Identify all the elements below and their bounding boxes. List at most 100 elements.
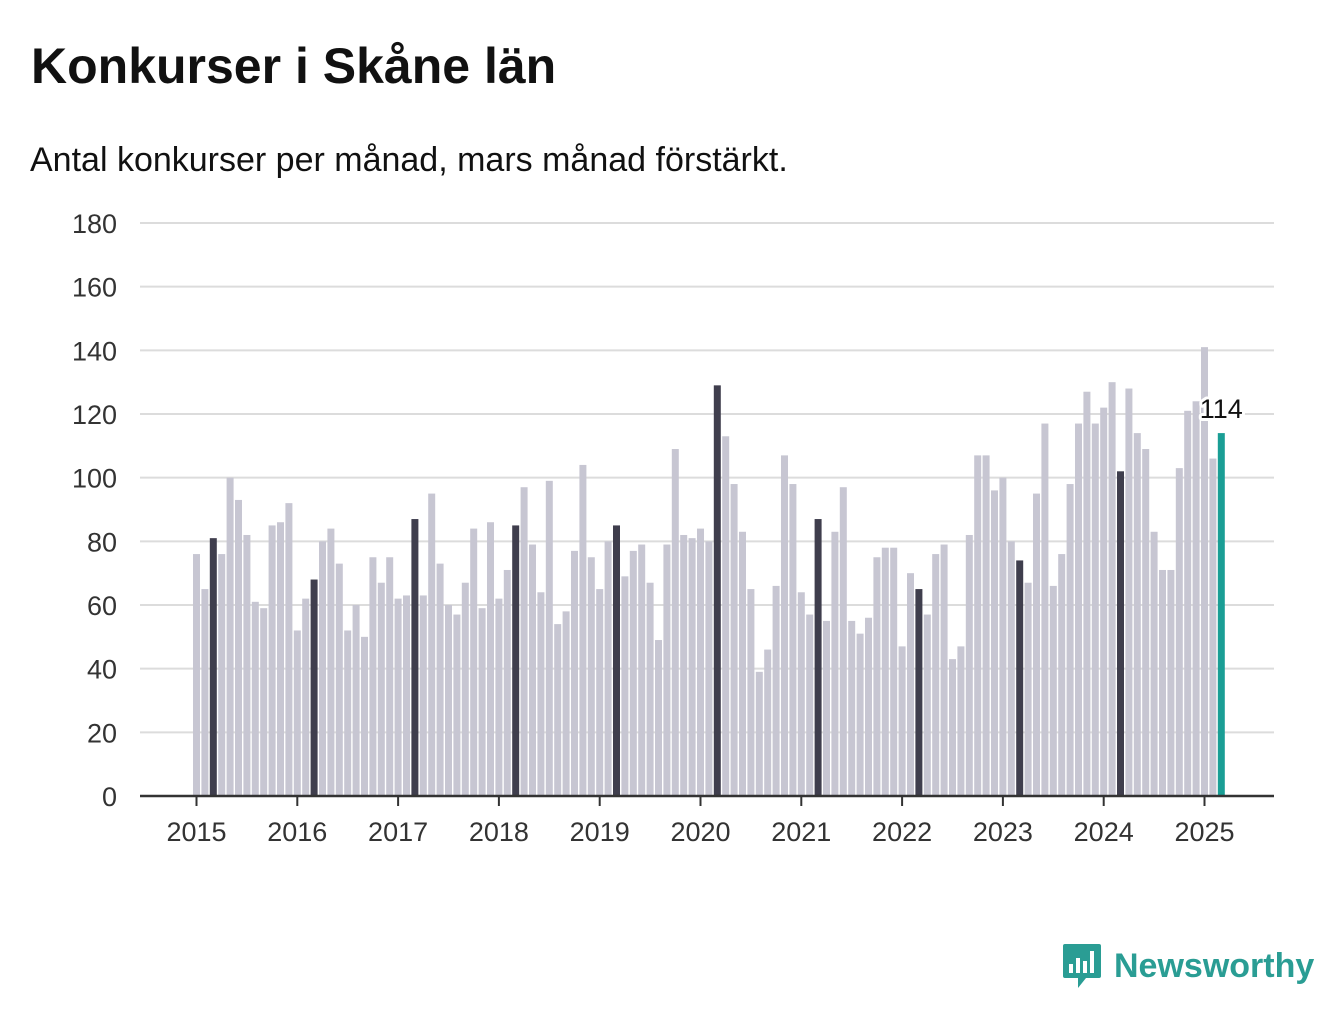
- x-tick-label: 2018: [469, 817, 529, 847]
- bar: [1083, 391, 1091, 796]
- bar: [411, 519, 419, 796]
- bar: [898, 646, 906, 796]
- bar: [797, 592, 805, 796]
- bar: [419, 595, 427, 796]
- bar: [957, 646, 965, 796]
- speech-bubble-bar-chart-icon: [1063, 944, 1101, 988]
- y-tick-label: 40: [87, 655, 117, 685]
- bar: [923, 614, 931, 796]
- bar: [991, 490, 998, 796]
- bar: [394, 598, 402, 796]
- bar: [814, 519, 822, 796]
- bar: [915, 589, 923, 796]
- x-tick-label: 2016: [267, 817, 327, 847]
- bar: [1117, 471, 1124, 796]
- bar: [781, 455, 788, 796]
- x-tick-label: 2025: [1174, 817, 1234, 847]
- bar: [344, 630, 352, 796]
- bar: [629, 550, 637, 796]
- bar: [1175, 468, 1183, 796]
- bar: [1125, 388, 1133, 796]
- bar: [856, 633, 864, 796]
- bar: [1159, 569, 1166, 796]
- bar: [907, 573, 914, 796]
- x-tick-label: 2024: [1074, 817, 1134, 847]
- y-axis-ticks: 0 20 40 60 80 100 120 140 160 180: [72, 209, 117, 812]
- bars: [193, 347, 1225, 796]
- bar: [579, 464, 587, 796]
- bar: [974, 455, 982, 796]
- bar: [537, 592, 545, 796]
- bar: [604, 541, 612, 796]
- bar: [671, 449, 679, 796]
- bar: [730, 484, 738, 796]
- data-labels: 114: [1197, 391, 1246, 427]
- bar: [554, 624, 562, 796]
- bar: [1075, 423, 1082, 796]
- bar: [235, 499, 242, 796]
- bar: [1108, 382, 1116, 796]
- x-tick-label: 2015: [166, 817, 226, 847]
- bar: [571, 550, 578, 796]
- bar: [621, 576, 629, 796]
- newsworthy-logo: Newsworthy: [1062, 942, 1314, 990]
- bar: [764, 649, 772, 796]
- bar: [487, 522, 494, 796]
- bar: [335, 563, 343, 796]
- bar: [613, 525, 620, 796]
- bar: [1150, 531, 1158, 796]
- bar: [982, 455, 990, 796]
- brand-name: Newsworthy: [1114, 947, 1315, 985]
- bar: [747, 589, 755, 796]
- bar: [1007, 541, 1015, 796]
- bar: [1133, 433, 1141, 796]
- bar: [1049, 585, 1057, 796]
- bar: [453, 614, 461, 796]
- bar: [461, 582, 469, 796]
- bar: [436, 563, 444, 796]
- y-tick-label: 180: [72, 209, 117, 239]
- bar: [470, 528, 478, 796]
- bar: [361, 636, 368, 796]
- bar: [1041, 423, 1049, 796]
- bar: [705, 541, 713, 796]
- x-tick-label: 2021: [771, 817, 831, 847]
- y-tick-label: 20: [87, 718, 117, 748]
- x-tick-label: 2020: [670, 817, 730, 847]
- bar: [722, 436, 730, 796]
- x-axis-ticks: 2015 2016 2017 2018 2019 2020 2021 2022 2023 2024…: [140, 794, 1274, 847]
- chart-subtitle: Antal konkurser per månad, mars månad fö…: [30, 141, 788, 179]
- bar: [663, 544, 671, 796]
- x-tick-label: 2023: [973, 817, 1033, 847]
- bar: [755, 671, 763, 796]
- x-tick-label: 2022: [872, 817, 932, 847]
- y-tick-label: 120: [72, 400, 117, 430]
- y-tick-label: 160: [72, 273, 117, 303]
- bar: [1209, 458, 1217, 796]
- bar: [1217, 433, 1225, 796]
- x-tick-label: 2017: [368, 817, 428, 847]
- bar: [1024, 582, 1032, 796]
- bar: [949, 659, 956, 796]
- bar: [965, 534, 973, 796]
- bar: [562, 611, 570, 796]
- y-tick-label: 0: [102, 782, 117, 812]
- y-tick-label: 140: [72, 336, 117, 366]
- bar: [428, 493, 436, 796]
- bar: [697, 528, 704, 796]
- bar: [243, 534, 251, 796]
- bar: [209, 538, 217, 796]
- bar: [503, 569, 511, 796]
- bar: [377, 582, 385, 796]
- y-tick-label: 80: [87, 527, 117, 557]
- bar: [352, 605, 360, 796]
- bar: [268, 525, 276, 796]
- bar: [865, 617, 872, 796]
- bar: [1167, 569, 1175, 796]
- bar: [999, 477, 1007, 796]
- bar: [310, 579, 318, 796]
- bar: [226, 477, 234, 796]
- bar: [1201, 347, 1208, 796]
- bar: [839, 487, 847, 796]
